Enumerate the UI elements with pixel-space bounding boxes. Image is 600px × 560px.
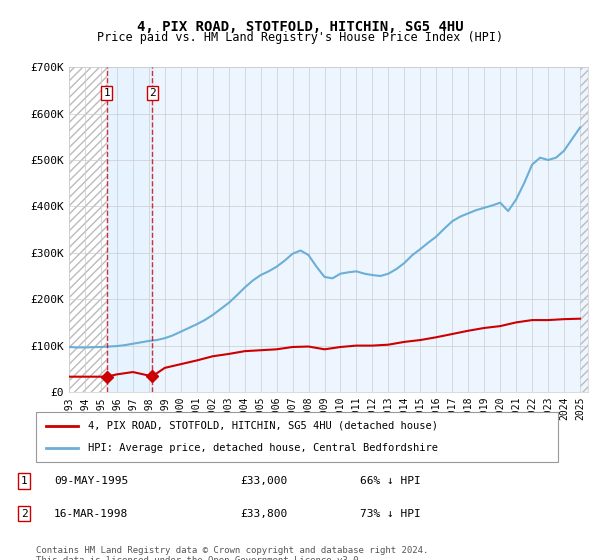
Text: 09-MAY-1995: 09-MAY-1995 xyxy=(54,476,128,486)
Bar xyxy=(107,67,152,392)
Text: £33,000: £33,000 xyxy=(240,476,287,486)
Text: £33,800: £33,800 xyxy=(240,508,287,519)
Bar xyxy=(152,67,588,392)
FancyBboxPatch shape xyxy=(36,412,558,462)
Text: HPI: Average price, detached house, Central Bedfordshire: HPI: Average price, detached house, Cent… xyxy=(88,443,438,453)
Text: Contains HM Land Registry data © Crown copyright and database right 2024.
This d: Contains HM Land Registry data © Crown c… xyxy=(36,546,428,560)
Bar xyxy=(69,67,107,392)
Text: 1: 1 xyxy=(20,476,28,486)
Text: 16-MAR-1998: 16-MAR-1998 xyxy=(54,508,128,519)
Bar xyxy=(580,67,588,392)
Text: 73% ↓ HPI: 73% ↓ HPI xyxy=(360,508,421,519)
Text: 66% ↓ HPI: 66% ↓ HPI xyxy=(360,476,421,486)
Text: 4, PIX ROAD, STOTFOLD, HITCHIN, SG5 4HU: 4, PIX ROAD, STOTFOLD, HITCHIN, SG5 4HU xyxy=(137,20,463,34)
Text: 2: 2 xyxy=(20,508,28,519)
Text: 1: 1 xyxy=(103,88,110,98)
Text: 2: 2 xyxy=(149,88,155,98)
Bar xyxy=(69,67,107,392)
Text: 4, PIX ROAD, STOTFOLD, HITCHIN, SG5 4HU (detached house): 4, PIX ROAD, STOTFOLD, HITCHIN, SG5 4HU … xyxy=(88,421,438,431)
Text: Price paid vs. HM Land Registry's House Price Index (HPI): Price paid vs. HM Land Registry's House … xyxy=(97,31,503,44)
